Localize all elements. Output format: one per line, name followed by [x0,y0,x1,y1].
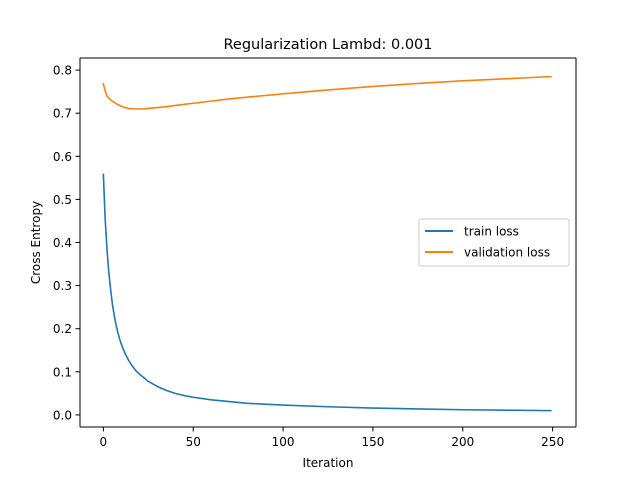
y-tick-label: 0.1 [53,365,72,379]
y-tick-label: 0.0 [53,408,72,422]
series-layer [102,75,552,412]
series-line-validation-loss [102,75,552,110]
y-tick-label: 0.5 [53,193,72,207]
legend-box [418,218,570,267]
chart-title: Regularization Lambd: 0.001 [223,37,432,53]
x-tick-label: 250 [541,435,564,449]
y-axis-ticks: 0.0 0.1 0.2 0.3 0.4 0.5 0.6 0.7 0.8 [53,64,80,422]
y-tick-label: 0.3 [53,279,72,293]
y-axis-label: Cross Entropy [29,201,43,284]
x-tick-label: 150 [361,435,384,449]
legend-label-train-loss: train loss [464,225,519,239]
series-line-train-loss [102,173,552,412]
x-tick-label: 0 [100,435,108,449]
x-tick-label: 50 [186,435,201,449]
x-tick-label: 100 [272,435,295,449]
legend-label-validation-loss: validation loss [464,246,550,260]
x-axis-ticks: 0 50 100 150 200 250 [100,427,564,449]
y-tick-label: 0.8 [53,64,72,78]
y-tick-label: 0.6 [53,150,72,164]
legend: train loss validation loss [418,218,570,267]
y-tick-label: 0.4 [53,236,72,250]
x-tick-label: 200 [451,435,474,449]
y-tick-label: 0.7 [53,107,72,121]
x-axis-label: Iteration [303,456,354,470]
y-tick-label: 0.2 [53,322,72,336]
